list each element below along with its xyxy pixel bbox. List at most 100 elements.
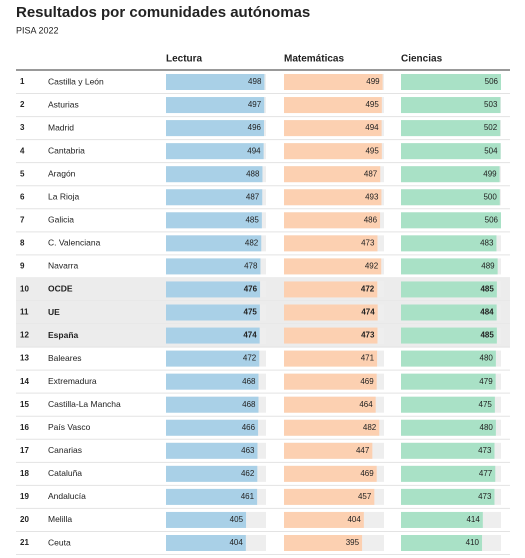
value-label: 405 xyxy=(230,515,244,524)
bar xyxy=(284,281,378,298)
bar xyxy=(401,465,496,482)
value-label: 469 xyxy=(360,469,374,478)
value-label: 469 xyxy=(360,377,374,386)
bar xyxy=(401,535,483,551)
rank: 7 xyxy=(20,215,25,224)
rank: 18 xyxy=(20,469,29,478)
bar xyxy=(166,143,264,160)
rank: 5 xyxy=(20,169,25,178)
rank: 6 xyxy=(20,192,25,201)
bar xyxy=(166,120,265,137)
bar xyxy=(166,281,261,298)
rank: 9 xyxy=(20,262,25,271)
value-label: 466 xyxy=(242,423,256,432)
bar xyxy=(284,373,377,390)
region-name: Madrid xyxy=(48,122,74,132)
rank: 11 xyxy=(20,308,29,317)
bar xyxy=(284,511,364,528)
value-label: 404 xyxy=(229,538,243,547)
value-label: 482 xyxy=(245,238,259,247)
region-name: Canarias xyxy=(48,445,82,455)
region-name: C. Valenciana xyxy=(48,238,101,248)
value-label: 474 xyxy=(243,331,257,340)
value-label: 502 xyxy=(484,123,498,132)
bar xyxy=(401,120,501,137)
bar xyxy=(166,465,258,482)
region-name: España xyxy=(48,330,79,340)
value-label: 492 xyxy=(365,262,379,271)
region-name: Castilla y León xyxy=(48,76,104,86)
value-label: 496 xyxy=(248,123,262,132)
bar xyxy=(401,511,483,528)
bar xyxy=(401,143,501,160)
bar xyxy=(401,350,496,367)
column-header: Lectura xyxy=(166,54,203,65)
region-name: Extremadura xyxy=(48,376,97,386)
bar xyxy=(401,373,496,390)
rank: 13 xyxy=(20,354,29,363)
bar xyxy=(284,143,382,160)
region-name: OCDE xyxy=(48,284,73,294)
region-name: Baleares xyxy=(48,353,82,363)
rank: 17 xyxy=(20,446,29,455)
bar xyxy=(166,212,262,229)
bar xyxy=(166,396,259,413)
value-label: 495 xyxy=(365,146,379,155)
rank: 1 xyxy=(20,77,25,86)
value-label: 489 xyxy=(481,262,495,271)
region-name: Galicia xyxy=(48,215,74,225)
bar xyxy=(166,350,260,367)
value-label: 471 xyxy=(361,354,375,363)
value-label: 499 xyxy=(366,77,380,86)
bar xyxy=(166,535,246,551)
bar xyxy=(166,74,265,90)
bar xyxy=(401,212,501,229)
bar xyxy=(284,74,383,90)
bar xyxy=(284,442,373,459)
value-label: 457 xyxy=(358,492,372,501)
value-label: 473 xyxy=(361,238,375,247)
bar xyxy=(284,419,380,436)
bar xyxy=(284,350,378,367)
column-header: Matemáticas xyxy=(284,54,344,65)
bar xyxy=(166,511,247,528)
bar xyxy=(166,97,265,114)
region-name: Andalucía xyxy=(48,491,86,501)
rank: 16 xyxy=(20,423,29,432)
rank: 8 xyxy=(20,238,25,247)
bar xyxy=(166,166,263,183)
value-label: 487 xyxy=(246,192,260,201)
region-name: País Vasco xyxy=(48,422,91,432)
value-label: 477 xyxy=(479,469,493,478)
region-name: Asturias xyxy=(48,99,79,109)
rank: 4 xyxy=(20,146,25,155)
region-name: La Rioja xyxy=(48,192,79,202)
bar xyxy=(401,97,501,114)
region-name: Castilla-La Mancha xyxy=(48,399,121,409)
value-label: 462 xyxy=(241,469,255,478)
value-label: 475 xyxy=(244,308,258,317)
region-name: Ceuta xyxy=(48,537,71,547)
bar xyxy=(401,304,497,321)
value-label: 485 xyxy=(245,215,259,224)
value-label: 473 xyxy=(478,446,492,455)
value-label: 506 xyxy=(485,215,499,224)
value-label: 487 xyxy=(364,169,378,178)
bar xyxy=(401,189,500,206)
value-label: 494 xyxy=(247,146,261,155)
subtitle: PISA 2022 xyxy=(16,25,59,35)
rank: 10 xyxy=(20,285,29,294)
value-label: 482 xyxy=(363,423,377,432)
bar xyxy=(166,373,259,390)
value-label: 410 xyxy=(466,538,480,547)
bar xyxy=(284,465,377,482)
value-label: 475 xyxy=(479,400,493,409)
rank: 19 xyxy=(20,492,29,501)
bar xyxy=(284,327,378,344)
bar xyxy=(166,327,260,344)
value-label: 468 xyxy=(242,400,256,409)
bar xyxy=(284,535,363,551)
value-label: 468 xyxy=(242,377,256,386)
bar xyxy=(401,235,497,252)
